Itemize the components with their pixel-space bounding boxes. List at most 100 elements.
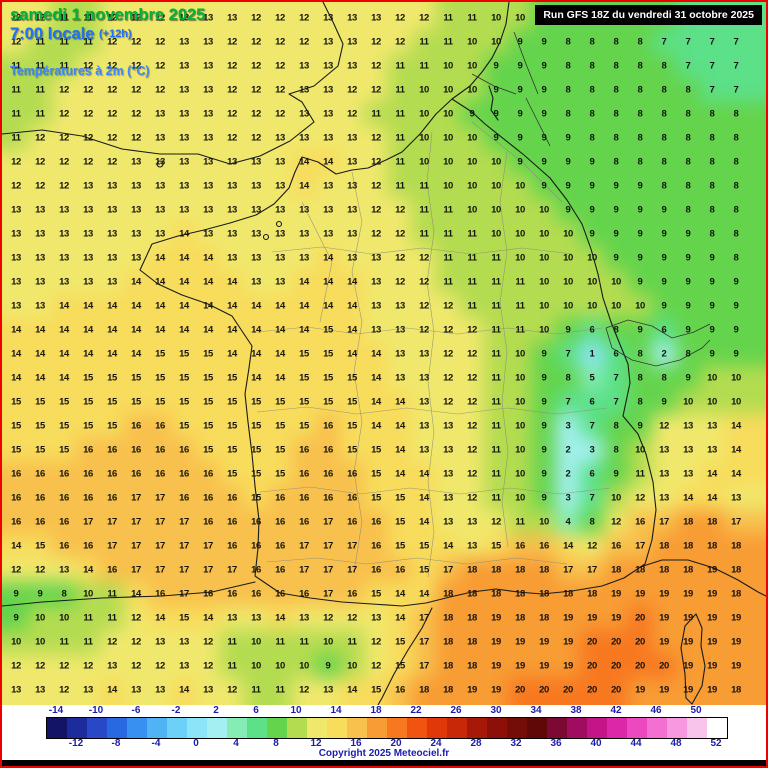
- temp-value: 13: [395, 348, 405, 360]
- temp-value: 13: [155, 108, 165, 120]
- temp-value: 15: [11, 420, 21, 432]
- temp-value: 13: [179, 60, 189, 72]
- temp-value: 11: [227, 636, 237, 648]
- temp-value: 6: [613, 348, 619, 360]
- temp-value: 10: [539, 300, 549, 312]
- temp-value: 18: [467, 564, 477, 576]
- temp-value: 17: [155, 492, 165, 504]
- temp-value: 13: [323, 84, 333, 96]
- temp-value: 13: [59, 276, 69, 288]
- temp-value: 9: [733, 276, 739, 288]
- temp-value: 16: [11, 516, 21, 528]
- temp-value: 16: [155, 468, 165, 480]
- temp-value: 18: [659, 564, 669, 576]
- temp-value: 9: [541, 36, 547, 48]
- temp-value: 14: [179, 324, 189, 336]
- temp-value: 19: [635, 684, 645, 696]
- temp-value: 19: [683, 660, 693, 672]
- temp-value: 13: [179, 108, 189, 120]
- temp-value: 18: [683, 564, 693, 576]
- temp-value: 8: [709, 204, 715, 216]
- temp-value: 12: [299, 12, 309, 24]
- temp-value: 10: [515, 348, 525, 360]
- temp-value: 10: [419, 156, 429, 168]
- temp-value: 17: [347, 540, 357, 552]
- temp-value: 16: [227, 588, 237, 600]
- temp-value: 14: [251, 300, 261, 312]
- temp-value: 19: [587, 612, 597, 624]
- temp-value: 15: [323, 348, 333, 360]
- temp-value: 13: [299, 60, 309, 72]
- temp-value: 16: [323, 492, 333, 504]
- temp-value: 13: [275, 204, 285, 216]
- temp-value: 16: [155, 588, 165, 600]
- temp-value: 13: [659, 444, 669, 456]
- temp-value: 8: [709, 108, 715, 120]
- legend-tick-label: 40: [590, 738, 602, 749]
- temp-value: 19: [515, 660, 525, 672]
- temp-value: 13: [131, 156, 141, 168]
- temp-value: 10: [563, 252, 573, 264]
- temp-value: 8: [589, 108, 595, 120]
- temp-value: 9: [517, 108, 523, 120]
- temp-value: 16: [611, 540, 621, 552]
- temp-value: 9: [325, 660, 331, 672]
- temp-value: 10: [467, 180, 477, 192]
- temp-value: 12: [371, 204, 381, 216]
- temp-value: 11: [35, 108, 45, 120]
- temp-value: 10: [467, 156, 477, 168]
- temp-value: 10: [539, 516, 549, 528]
- temp-value: 14: [299, 276, 309, 288]
- temp-value: 8: [733, 108, 739, 120]
- temp-value: 9: [709, 348, 715, 360]
- legend: -14 -10 -6 -2 2 6 10 14 18 22 26 30 34 38 42 46 50 -12 -8…: [2, 705, 766, 766]
- temp-value: 15: [83, 420, 93, 432]
- temp-value: 12: [371, 180, 381, 192]
- temp-value: 16: [35, 516, 45, 528]
- temp-value: 11: [395, 180, 405, 192]
- temp-value: 13: [83, 252, 93, 264]
- temp-value: 12: [11, 180, 21, 192]
- temp-value: 16: [515, 540, 525, 552]
- temp-value: 13: [323, 228, 333, 240]
- temp-value: 13: [131, 180, 141, 192]
- temp-value: 9: [637, 180, 643, 192]
- temp-value: 15: [203, 396, 213, 408]
- temp-value: 12: [275, 84, 285, 96]
- temp-value: 19: [659, 636, 669, 648]
- temp-value: 15: [251, 420, 261, 432]
- temp-value: 13: [683, 468, 693, 480]
- temp-value: 9: [541, 156, 547, 168]
- temp-value: 16: [11, 492, 21, 504]
- temp-value: 13: [347, 252, 357, 264]
- temp-value: 15: [35, 396, 45, 408]
- map-canvas: 12 12 11 11 12 12 12 13 13 13 12 12 12 13 13 13 12 12 11 11…: [2, 2, 766, 705]
- temp-value: 15: [251, 492, 261, 504]
- legend-tick-label: -6: [131, 705, 141, 716]
- temp-value: 16: [155, 420, 165, 432]
- temp-value: 17: [131, 492, 141, 504]
- temp-value: 13: [179, 36, 189, 48]
- temp-value: 19: [659, 588, 669, 600]
- temp-value: 9: [637, 204, 643, 216]
- temp-value: 16: [275, 492, 285, 504]
- temp-value: 9: [565, 324, 571, 336]
- legend-tick-label: 42: [610, 705, 622, 716]
- temp-value: 10: [467, 204, 477, 216]
- temp-value: 12: [59, 660, 69, 672]
- temp-value: 12: [155, 84, 165, 96]
- legend-tick-label: 30: [490, 705, 502, 716]
- temp-value: 13: [443, 468, 453, 480]
- temp-value: 14: [35, 372, 45, 384]
- legend-color-cell: [427, 718, 447, 738]
- temp-value: 6: [589, 396, 595, 408]
- temp-value: 12: [371, 60, 381, 72]
- temp-value: 10: [443, 132, 453, 144]
- temp-value: 14: [131, 300, 141, 312]
- temp-value: 13: [203, 36, 213, 48]
- temp-value: 13: [299, 84, 309, 96]
- temp-value: 12: [443, 324, 453, 336]
- temp-value: 9: [565, 204, 571, 216]
- temp-value: 20: [611, 684, 621, 696]
- temp-value: 10: [635, 444, 645, 456]
